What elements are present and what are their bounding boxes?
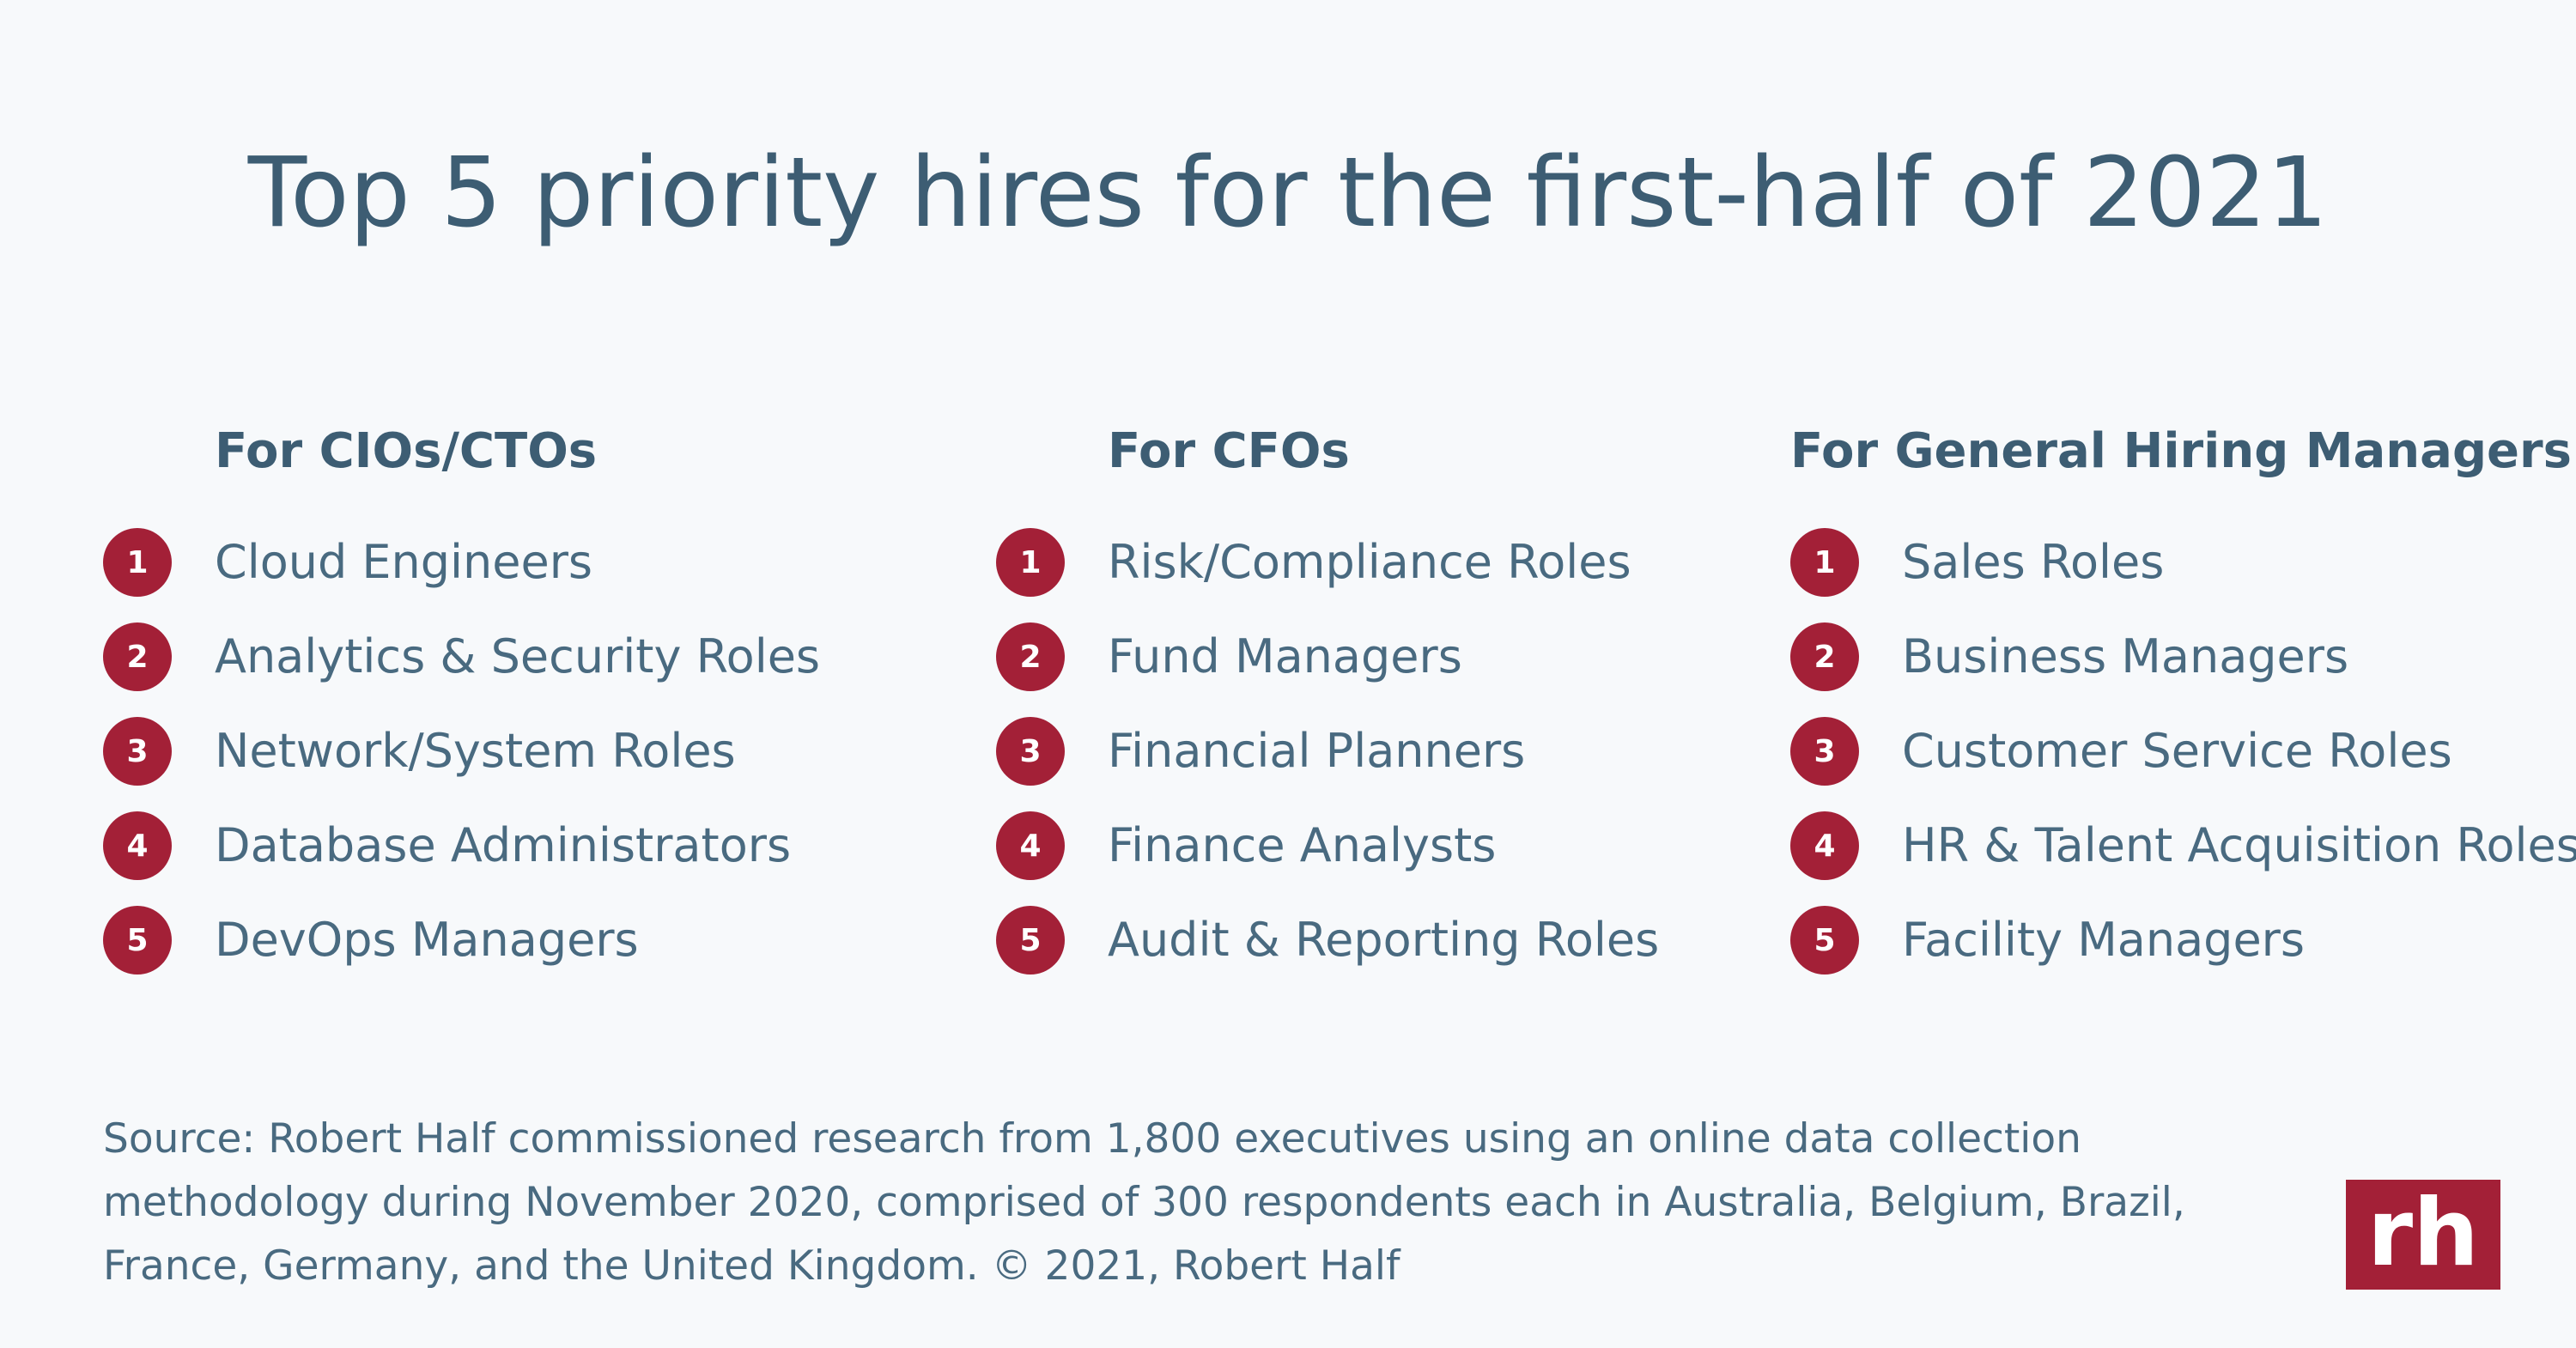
item-label: Finance Analysts <box>1108 818 1497 872</box>
rank-badge: 2 <box>996 622 1065 691</box>
robert-half-logo-icon: rh <box>2346 1180 2500 1290</box>
list-item: 4 Database Administrators <box>103 798 820 893</box>
list-item: 3 Network/System Roles <box>103 704 820 798</box>
priority-list: 1 Risk/Compliance Roles 2 Fund Managers … <box>996 515 1659 987</box>
list-item: 1 Sales Roles <box>1790 515 2576 610</box>
column-heading: For CIOs/CTOs <box>215 423 598 479</box>
item-label: Network/System Roles <box>215 724 736 778</box>
rank-badge: 1 <box>103 528 172 597</box>
rank-badge: 5 <box>1790 906 1859 975</box>
item-label: Financial Planners <box>1108 724 1526 778</box>
logo-lettering: rh <box>2367 1187 2479 1282</box>
item-label: Risk/Compliance Roles <box>1108 535 1631 589</box>
rank-badge: 3 <box>996 717 1065 786</box>
list-item: 2 Analytics & Security Roles <box>103 610 820 704</box>
priority-list: 1 Sales Roles 2 Business Managers 3 Cust… <box>1790 515 2576 987</box>
list-item: 2 Fund Managers <box>996 610 1659 704</box>
column-cfos: For CFOs 1 Risk/Compliance Roles 2 Fund … <box>996 421 1659 987</box>
list-item: 5 DevOps Managers <box>103 893 820 987</box>
rank-badge: 1 <box>1790 528 1859 597</box>
column-heading: For CFOs <box>1108 423 1350 479</box>
list-item: 5 Facility Managers <box>1790 893 2576 987</box>
list-item: 5 Audit & Reporting Roles <box>996 893 1659 987</box>
rank-badge: 3 <box>1790 717 1859 786</box>
item-label: HR & Talent Acquisition Roles <box>1902 818 2576 872</box>
logo-text: rh <box>2367 1187 2479 1282</box>
rank-badge: 4 <box>996 811 1065 880</box>
list-item: 4 Finance Analysts <box>996 798 1659 893</box>
rank-badge: 4 <box>103 811 172 880</box>
item-label: Analytics & Security Roles <box>215 629 821 683</box>
source-note: Source: Robert Half commissioned researc… <box>103 1115 2185 1290</box>
rank-badge: 4 <box>1790 811 1859 880</box>
item-label: Sales Roles <box>1902 535 2165 589</box>
rank-badge: 5 <box>103 906 172 975</box>
priority-list: 1 Cloud Engineers 2 Analytics & Security… <box>103 515 820 987</box>
item-label: Cloud Engineers <box>215 535 593 589</box>
list-item: 3 Customer Service Roles <box>1790 704 2576 798</box>
item-label: Business Managers <box>1902 629 2349 683</box>
rank-badge: 2 <box>1790 622 1859 691</box>
item-label: Database Administrators <box>215 818 792 872</box>
column-cios-ctos: For CIOs/CTOs 1 Cloud Engineers 2 Analyt… <box>103 421 820 987</box>
list-item: 1 Cloud Engineers <box>103 515 820 610</box>
item-label: Customer Service Roles <box>1902 724 2452 778</box>
rank-badge: 3 <box>103 717 172 786</box>
list-item: 1 Risk/Compliance Roles <box>996 515 1659 610</box>
column-heading: For General Hiring Managers <box>1790 423 2572 479</box>
item-label: Audit & Reporting Roles <box>1108 913 1660 967</box>
rank-badge: 2 <box>103 622 172 691</box>
page-title: Top 5 priority hires for the first-half … <box>247 137 2329 249</box>
column-general-hiring-managers: For General Hiring Managers 1 Sales Role… <box>1790 421 2576 987</box>
item-label: Fund Managers <box>1108 629 1462 683</box>
list-item: 4 HR & Talent Acquisition Roles <box>1790 798 2576 893</box>
item-label: Facility Managers <box>1902 913 2306 967</box>
item-label: DevOps Managers <box>215 913 639 967</box>
list-item: 2 Business Managers <box>1790 610 2576 704</box>
list-item: 3 Financial Planners <box>996 704 1659 798</box>
rank-badge: 1 <box>996 528 1065 597</box>
rank-badge: 5 <box>996 906 1065 975</box>
